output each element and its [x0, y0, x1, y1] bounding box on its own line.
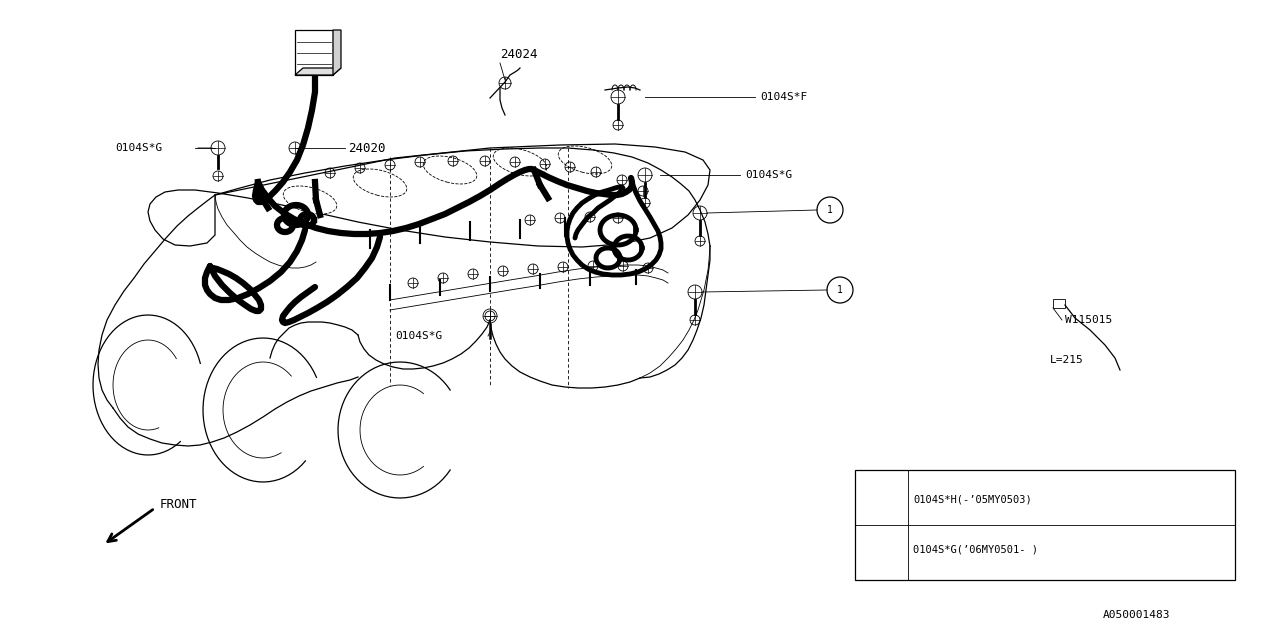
Ellipse shape: [283, 186, 337, 214]
Polygon shape: [294, 68, 340, 75]
Ellipse shape: [424, 156, 476, 184]
Text: 0104S*H(-’05MY0503): 0104S*H(-’05MY0503): [913, 495, 1032, 505]
Text: 24024: 24024: [500, 49, 538, 61]
Text: 24020: 24020: [348, 141, 385, 154]
Polygon shape: [333, 30, 340, 75]
Text: 1: 1: [879, 520, 884, 530]
Ellipse shape: [353, 169, 407, 197]
Text: 1: 1: [827, 205, 833, 215]
Text: 0104S*G: 0104S*G: [745, 170, 792, 180]
Text: 0104S*F: 0104S*F: [760, 92, 808, 102]
Text: W115015: W115015: [1065, 315, 1112, 325]
Text: A050001483: A050001483: [1102, 610, 1170, 620]
Text: 0104S*G: 0104S*G: [115, 143, 163, 153]
Text: 0104S*G: 0104S*G: [396, 331, 443, 341]
Polygon shape: [148, 144, 710, 247]
Ellipse shape: [493, 148, 547, 176]
FancyBboxPatch shape: [1053, 299, 1065, 308]
Text: L=215: L=215: [1050, 355, 1084, 365]
Ellipse shape: [558, 146, 612, 174]
Text: FRONT: FRONT: [160, 499, 197, 511]
Text: 1: 1: [837, 285, 844, 295]
FancyBboxPatch shape: [855, 470, 1235, 580]
Text: 0104S*G(’06MY0501- ): 0104S*G(’06MY0501- ): [913, 545, 1038, 555]
FancyBboxPatch shape: [294, 30, 333, 75]
